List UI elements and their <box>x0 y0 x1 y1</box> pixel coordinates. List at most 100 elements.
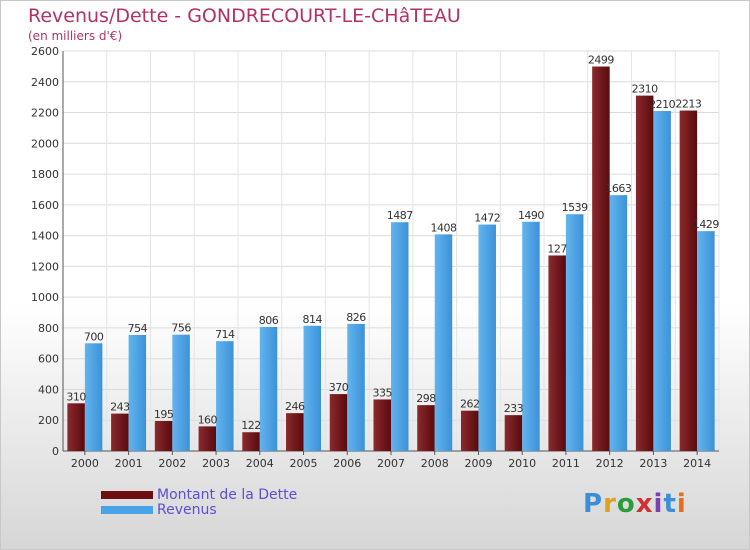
proxiti-logo: Proxiti <box>583 489 687 519</box>
data-label-dette: 160 <box>198 413 218 426</box>
bar-revenus <box>391 222 409 451</box>
bar-revenus <box>259 327 278 451</box>
legend-swatch-dette <box>101 490 153 499</box>
logo-letter: P <box>583 489 604 519</box>
x-tick-label: 2006 <box>333 457 361 470</box>
x-tick-label: 2010 <box>508 457 536 470</box>
bar-revenus <box>653 111 671 451</box>
logo-letter: r <box>603 489 617 519</box>
logo-letter: i <box>676 489 687 519</box>
bar-revenus <box>522 221 540 451</box>
data-label-revenus: 2210 <box>649 98 675 111</box>
y-tick-label: 800 <box>38 322 59 335</box>
y-tick-label: 600 <box>38 353 59 366</box>
bar-revenus <box>609 195 628 451</box>
bar-revenus <box>216 341 234 451</box>
data-label-revenus: 1487 <box>387 209 413 222</box>
x-tick-label: 2013 <box>639 457 667 470</box>
data-label-revenus: 754 <box>128 322 148 335</box>
bar-revenus <box>84 343 103 451</box>
data-label-dette: 233 <box>504 402 524 415</box>
bar-dette <box>198 426 217 451</box>
data-label-dette: 2213 <box>675 98 701 111</box>
data-label-dette: 127 <box>547 242 567 255</box>
y-tick-label: 1400 <box>31 230 59 243</box>
data-label-dette: 122 <box>241 419 261 432</box>
bar-dette <box>460 410 479 451</box>
legend-label-revenus: Revenus <box>157 501 217 518</box>
bar-revenus <box>434 234 453 451</box>
bar-dette <box>504 415 523 451</box>
data-label-dette: 2499 <box>588 54 614 67</box>
y-tick-label: 2600 <box>31 45 59 58</box>
bar-dette <box>417 405 435 451</box>
bar-dette <box>111 413 129 451</box>
x-tick-label: 2011 <box>552 457 580 470</box>
bar-dette <box>679 110 698 452</box>
data-label-revenus: 1539 <box>562 201 588 214</box>
y-tick-label: 400 <box>38 383 59 396</box>
data-label-revenus: 1472 <box>474 212 500 225</box>
bar-dette <box>286 413 304 451</box>
y-tick-label: 200 <box>38 414 59 427</box>
data-label-revenus: 814 <box>303 313 323 326</box>
logo-letter: t <box>663 489 677 519</box>
bar-revenus <box>128 335 147 451</box>
y-tick-label: 1000 <box>31 291 59 304</box>
x-tick-label: 2005 <box>290 457 318 470</box>
x-tick-label: 2007 <box>377 457 405 470</box>
logo-letter: o <box>616 489 636 519</box>
data-label-revenus: 714 <box>215 328 235 341</box>
legend-label-dette: Montant de la Dette <box>157 486 298 503</box>
x-tick-label: 2004 <box>246 457 274 470</box>
data-label-revenus: 826 <box>346 311 366 324</box>
logo-letter: x <box>635 489 654 519</box>
bar-dette <box>592 66 610 452</box>
data-label-revenus: 1408 <box>430 221 456 234</box>
data-label-dette: 370 <box>329 381 349 394</box>
y-tick-label: 2000 <box>31 137 59 150</box>
chart-subtitle: (en milliers d'€) <box>28 29 123 43</box>
legend-swatch-revenus <box>101 505 153 514</box>
data-label-dette: 195 <box>154 408 174 421</box>
y-tick-label: 2400 <box>31 76 59 89</box>
y-tick-label: 1800 <box>31 168 59 181</box>
bar-revenus <box>303 325 322 451</box>
data-label-revenus: 1429 <box>693 218 719 231</box>
x-tick-label: 2012 <box>596 457 624 470</box>
bar-dette <box>548 255 566 451</box>
y-tick-label: 0 <box>52 445 59 458</box>
data-label-dette: 298 <box>416 392 436 405</box>
legend: Montant de la Dette Revenus <box>101 486 298 518</box>
bar-dette <box>329 394 348 451</box>
x-tick-label: 2014 <box>683 457 711 470</box>
legend-item-revenus: Revenus <box>101 501 297 518</box>
bar-dette <box>154 421 173 451</box>
data-label-revenus: 806 <box>259 314 279 327</box>
data-label-dette: 246 <box>285 400 305 413</box>
bar-revenus <box>172 334 190 451</box>
data-label-revenus: 1490 <box>518 209 544 222</box>
x-tick-label: 2000 <box>71 457 99 470</box>
data-label-revenus: 1663 <box>605 182 631 195</box>
logo-letter: i <box>653 489 664 519</box>
data-label-dette: 310 <box>66 390 86 403</box>
bar-dette <box>67 403 85 451</box>
bar-dette <box>635 95 654 451</box>
bar-dette <box>242 432 260 451</box>
x-tick-label: 2003 <box>202 457 230 470</box>
data-label-dette: 243 <box>110 401 130 414</box>
x-tick-label: 2001 <box>115 457 143 470</box>
x-tick-label: 2009 <box>464 457 492 470</box>
y-tick-label: 2200 <box>31 107 59 120</box>
data-label-dette: 262 <box>460 398 480 411</box>
data-label-dette: 2310 <box>632 83 658 96</box>
x-tick-label: 2002 <box>158 457 186 470</box>
x-tick-label: 2008 <box>421 457 449 470</box>
data-label-revenus: 700 <box>84 330 104 343</box>
y-tick-label: 1200 <box>31 260 59 273</box>
bar-revenus <box>347 323 365 451</box>
data-label-revenus: 756 <box>171 322 191 335</box>
